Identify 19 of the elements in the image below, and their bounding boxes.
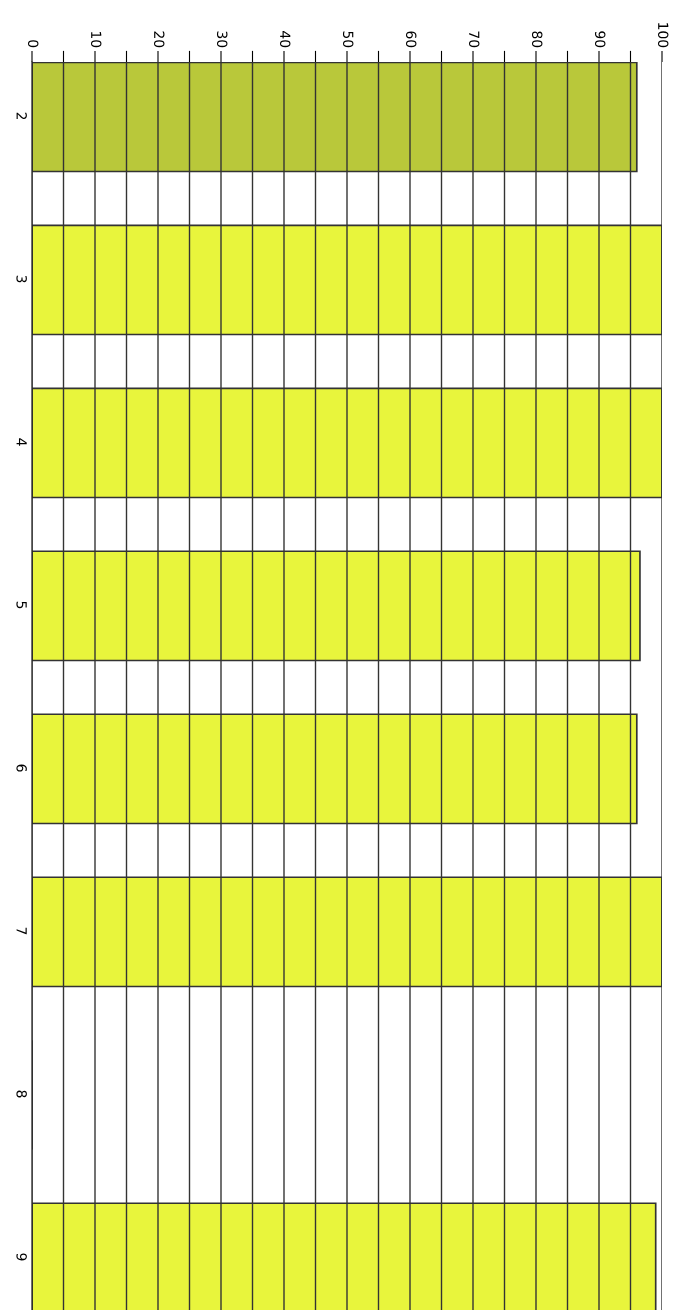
y-tick-label: 7	[16, 927, 27, 935]
x-tick-label: 80	[531, 31, 543, 48]
y-tick-label: 9	[16, 1253, 27, 1261]
x-tick-label: 60	[405, 31, 417, 48]
x-tick-label: 40	[279, 31, 291, 48]
y-tick-label: 4	[16, 438, 27, 446]
x-tick-label: 0	[27, 40, 39, 48]
x-tick-label: 30	[216, 31, 228, 48]
x-tick-label: 70	[468, 31, 480, 48]
y-tick-label: 6	[16, 764, 27, 772]
x-tick-label: 50	[342, 31, 354, 48]
y-tick-label: 2	[16, 112, 27, 120]
x-tick-label: 100	[657, 23, 669, 48]
x-tick-label: 90	[594, 31, 606, 48]
x-tick-label: 20	[153, 31, 165, 48]
y-tick-label: 3	[16, 275, 27, 283]
x-tick-label: 10	[90, 31, 102, 48]
y-tick-label: 8	[16, 1090, 27, 1098]
y-tick-label: 5	[16, 601, 27, 609]
